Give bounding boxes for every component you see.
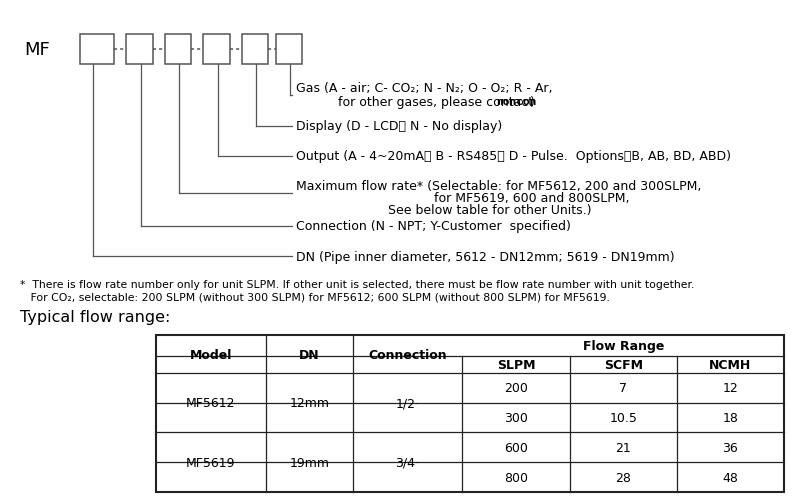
Text: See below table for other Units.): See below table for other Units.) (388, 204, 591, 217)
Text: 200: 200 (504, 382, 528, 394)
Text: 1/2·: 1/2· (395, 396, 419, 409)
Text: 7: 7 (619, 382, 627, 394)
Text: 10.5: 10.5 (610, 411, 637, 424)
Text: Model: Model (190, 348, 232, 361)
Text: 12mm: 12mm (290, 396, 330, 409)
Bar (156, 336, 784, 492)
Text: Connection (N - NPT; Y-Customer  specified): Connection (N - NPT; Y-Customer specifie… (296, 220, 571, 233)
Text: DN: DN (299, 348, 319, 361)
Text: Flow Range: Flow Range (582, 339, 664, 352)
Bar (203, 35, 230, 65)
Text: 3/4·: 3/4· (395, 456, 419, 469)
Text: Typical flow range:: Typical flow range: (20, 309, 170, 324)
Text: 12: 12 (722, 382, 738, 394)
Text: 21: 21 (615, 441, 631, 454)
Text: SLPM: SLPM (497, 358, 535, 371)
Bar (80, 35, 114, 65)
Text: MF5619: MF5619 (186, 456, 236, 469)
Text: 18: 18 (722, 411, 738, 424)
Text: NCMH: NCMH (709, 358, 751, 371)
Text: noncon: noncon (496, 97, 537, 107)
Text: 800: 800 (504, 470, 528, 483)
Text: *  There is flow rate number only for unit SLPM. If other unit is selected, ther: * There is flow rate number only for uni… (20, 280, 694, 290)
Text: For CO₂, selectable: 200 SLPM (without 300 SLPM) for MF5612; 600 SLPM (without 8: For CO₂, selectable: 200 SLPM (without 3… (20, 292, 610, 302)
Text: for other gases, please contact: for other gases, please contact (322, 96, 537, 109)
Text: Output (A - 4~20mA： B - RS485： D - Pulse.  Options：B, AB, BD, ABD): Output (A - 4~20mA： B - RS485： D - Pulse… (296, 150, 731, 163)
Text: 48: 48 (722, 470, 738, 483)
Text: 300: 300 (504, 411, 528, 424)
Text: Connection: Connection (368, 348, 447, 361)
Text: 36: 36 (722, 441, 738, 454)
Text: MF: MF (24, 41, 50, 59)
Text: Gas (A - air; C- CO₂; N - N₂; O - O₂; R - Ar,: Gas (A - air; C- CO₂; N - N₂; O - O₂; R … (296, 82, 553, 95)
Text: Maximum flow rate* (Selectable: for MF5612, 200 and 300SLPM,: Maximum flow rate* (Selectable: for MF56… (296, 180, 702, 193)
Text: 19mm: 19mm (290, 456, 330, 469)
Text: DN (Pipe inner diameter, 5612 - DN12mm; 5619 - DN19mm): DN (Pipe inner diameter, 5612 - DN12mm; … (296, 250, 674, 263)
Text: Display (D - LCD： N - No display): Display (D - LCD： N - No display) (296, 120, 502, 133)
Bar (276, 35, 302, 65)
Text: for MF5619, 600 and 800SLPM,: for MF5619, 600 and 800SLPM, (434, 192, 630, 205)
Bar (242, 35, 268, 65)
Text: ): ) (530, 96, 534, 109)
Bar (165, 35, 191, 65)
Text: 28: 28 (615, 470, 631, 483)
Text: 600: 600 (504, 441, 528, 454)
Text: SCFM: SCFM (604, 358, 642, 371)
Bar (126, 35, 153, 65)
Text: MF5612: MF5612 (186, 396, 236, 409)
